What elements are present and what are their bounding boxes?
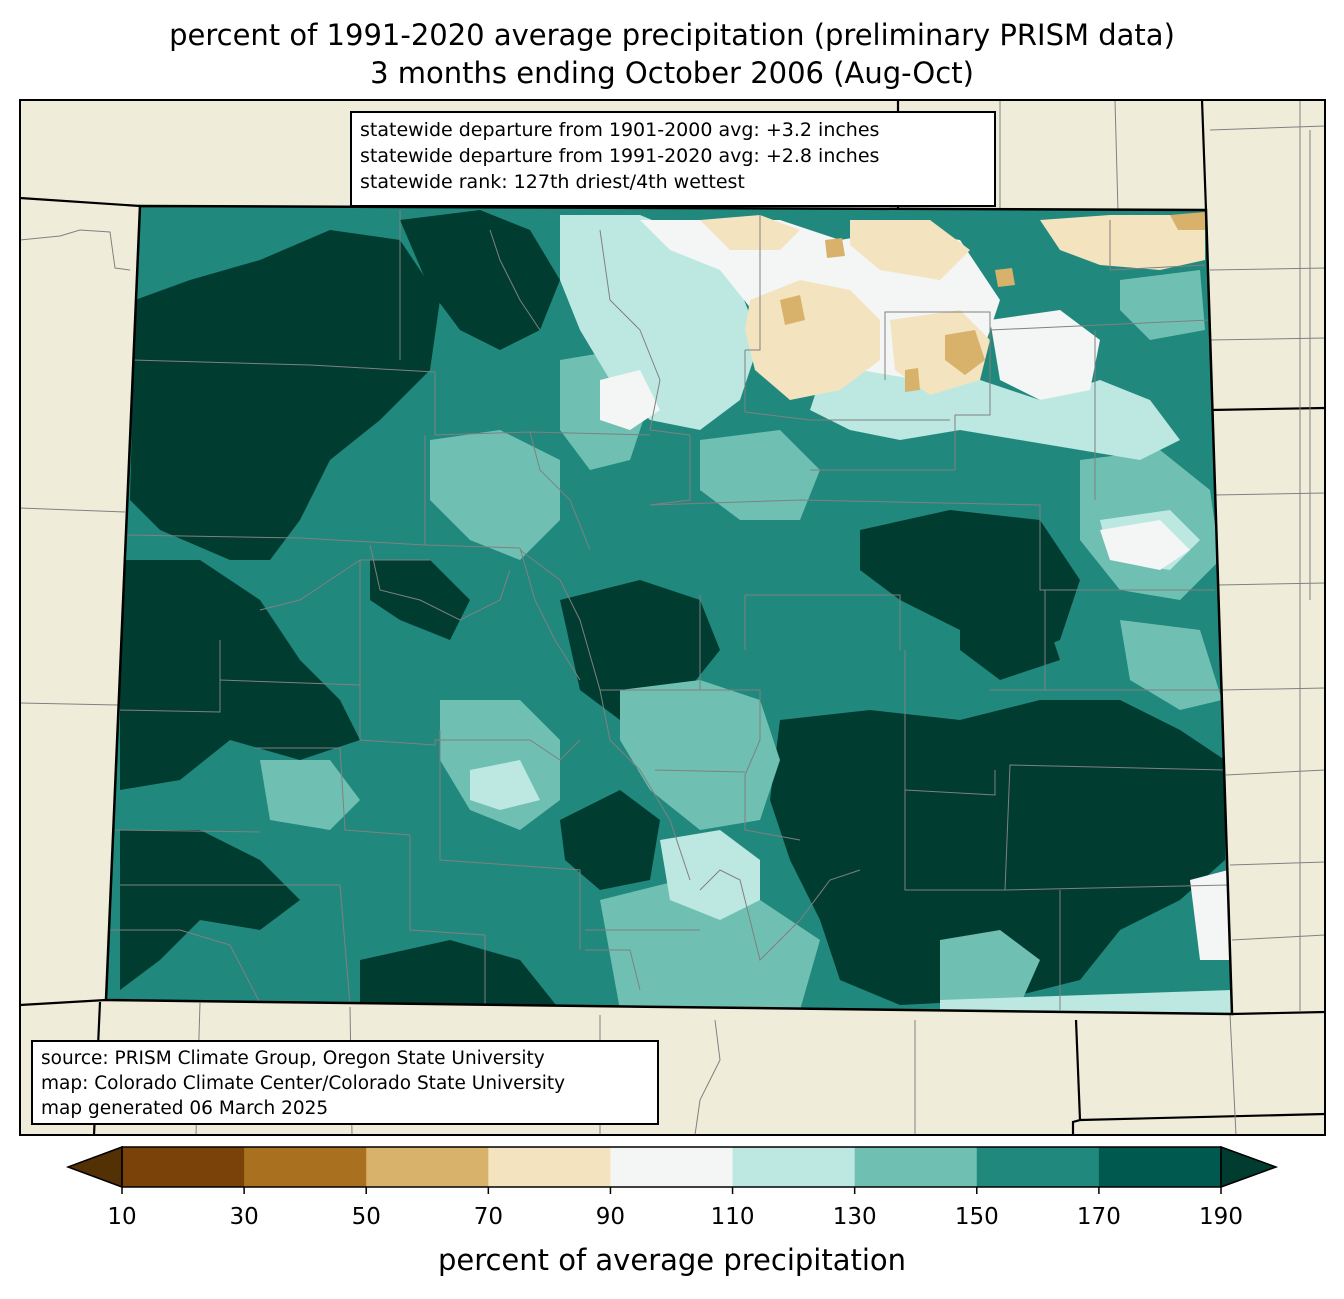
colorbar-bin — [1098, 1147, 1222, 1187]
statewide-stats-box: statewide departure from 1901-2000 avg: … — [350, 111, 996, 207]
colorado-border — [104, 204, 1234, 1016]
source-info-box: source: PRISM Climate Group, Oregon Stat… — [31, 1040, 659, 1125]
colorbar-bin — [610, 1147, 734, 1187]
colorbar-tick-label: 50 — [351, 1204, 381, 1230]
colorbar-bin — [732, 1147, 856, 1187]
map-frame-border — [19, 99, 1326, 1136]
colorbar-under-arrow — [65, 1145, 123, 1189]
colorbar-tick-label: 110 — [710, 1204, 755, 1230]
map-title-line1: percent of 1991-2020 average precipitati… — [169, 18, 1175, 52]
colorbar-label: percent of average precipitation — [437, 1243, 907, 1277]
stats-line-1: statewide departure from 1901-2000 avg: … — [360, 119, 880, 141]
source-line-3: map generated 06 March 2025 — [41, 1098, 329, 1119]
county-lines — [110, 210, 1231, 1010]
colorbar-bin — [122, 1147, 245, 1187]
colorbar-tick-label: 150 — [954, 1204, 999, 1230]
colorbar-tick-label: 10 — [107, 1204, 137, 1230]
colorbar-tick-label: 70 — [473, 1204, 503, 1230]
colorbar-tick-label: 190 — [1199, 1204, 1243, 1230]
colorbar-bin — [244, 1147, 367, 1187]
colorbar-tick-label: 30 — [229, 1204, 259, 1230]
colorbar-bin — [366, 1147, 489, 1187]
colorbar-border — [121, 1146, 1222, 1188]
precipitation-field — [106, 206, 1232, 1014]
colorbar — [65, 1145, 1279, 1194]
source-line-2: map: Colorado Climate Center/Colorado St… — [41, 1073, 566, 1094]
colorbar-bin — [976, 1147, 1100, 1187]
colorbar-over-arrow — [1220, 1145, 1279, 1189]
map-title-line2: 3 months ending October 2006 (Aug-Oct) — [370, 56, 974, 90]
stats-line-3: statewide rank: 127th driest/4th wettest — [360, 171, 745, 193]
source-line-1: source: PRISM Climate Group, Oregon Stat… — [41, 1048, 545, 1069]
colorbar-tick-label: 130 — [832, 1204, 877, 1230]
colorbar-bin — [854, 1147, 978, 1187]
stats-line-2: statewide departure from 1991-2020 avg: … — [360, 145, 880, 167]
colorbar-tick-label: 90 — [595, 1204, 626, 1230]
colorbar-tick-label: 170 — [1076, 1204, 1121, 1230]
colorbar-bin — [488, 1147, 611, 1187]
